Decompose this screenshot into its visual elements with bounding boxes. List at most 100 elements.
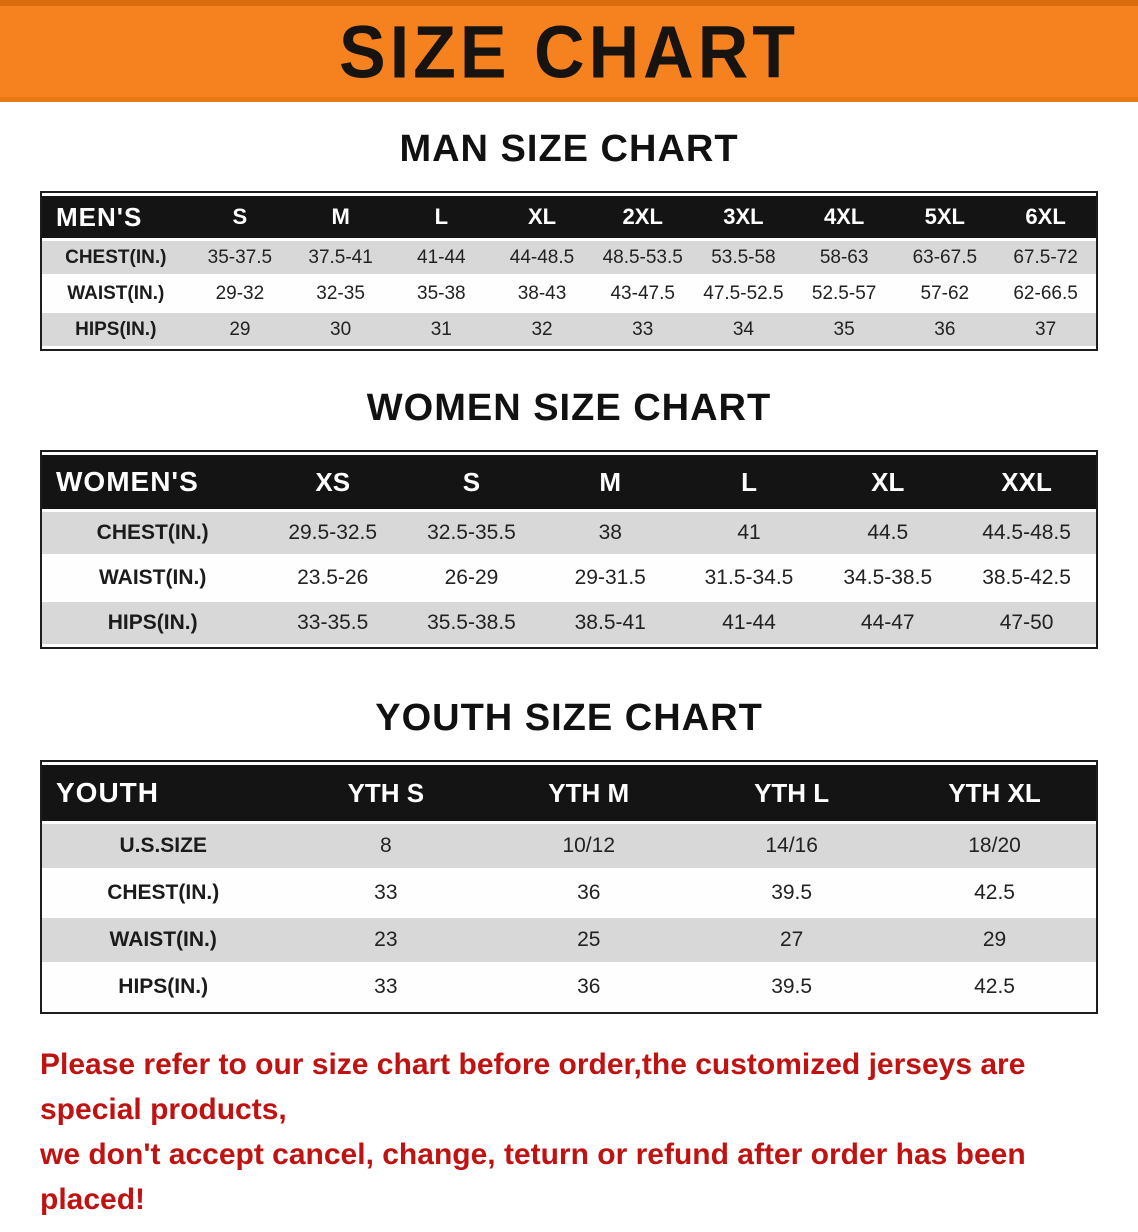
size-column-header: S [402, 455, 541, 509]
men-section-heading: MAN SIZE CHART [399, 128, 739, 170]
youth-size-table-wrapper: YOUTH YTH S YTH M YTH L YTH XL U.S.SIZE 8 10/12… [40, 760, 1098, 1014]
size-value-cell: 35 [833, 318, 855, 340]
measurement-row: CHEST(IN.) 35-37.5 37.5-41 41-44 44-48.5 48.5… [42, 241, 1096, 274]
measurement-row-label: U.S.SIZE [119, 834, 207, 857]
size-value-cell: 25 [577, 928, 601, 951]
measurement-row-label: CHEST(IN.) [65, 246, 167, 268]
youth-section-heading: YOUTH SIZE CHART [375, 697, 763, 739]
size-column-header: XXL [957, 455, 1096, 509]
size-value-cell: 29.5-32.5 [288, 521, 378, 544]
measurement-row-label: WAIST(IN.) [99, 566, 207, 589]
measurement-row: WAIST(IN.) 23 25 27 29 [42, 918, 1096, 962]
size-column-header: L [679, 455, 819, 509]
size-chart-banner: SIZE CHART [0, 0, 1138, 102]
size-value-cell: 37 [1035, 318, 1057, 340]
page-title: SIZE CHART [339, 10, 799, 93]
size-column-header: 2XL [592, 196, 694, 238]
measurement-row: CHEST(IN.) 29.5-32.5 32.5-35.5 38 41 44.5 44.5… [42, 512, 1096, 554]
measurement-row-label: CHEST(IN.) [107, 881, 220, 904]
measurement-row: WAIST(IN.) 29-32 32-35 35-38 38-43 43-47.5 47.… [42, 277, 1096, 310]
size-column-header: 6XL [995, 196, 1096, 238]
size-value-cell: 29 [229, 318, 251, 340]
size-column-header: L [390, 196, 492, 238]
size-value-cell: 53.5-58 [711, 246, 776, 268]
measurement-row-label: HIPS(IN.) [75, 318, 157, 340]
measurement-row: WAIST(IN.) 23.5-26 26-29 29-31.5 31.5-34.5 34… [42, 557, 1096, 599]
size-value-cell: 47.5-52.5 [703, 282, 784, 304]
size-value-cell: 23 [374, 928, 398, 951]
size-value-cell: 34.5-38.5 [843, 566, 933, 589]
order-policy-line-2: we don't accept cancel, change, teturn o… [40, 1138, 1026, 1216]
size-column-header: 4XL [793, 196, 895, 238]
size-value-cell: 43-47.5 [610, 282, 675, 304]
size-column-header: M [540, 455, 680, 509]
size-value-cell: 27 [779, 928, 804, 951]
size-value-cell: 32.5-35.5 [427, 521, 516, 544]
measurement-row-label: HIPS(IN.) [118, 975, 209, 998]
size-value-cell: 26-29 [444, 566, 499, 589]
size-value-cell: 30 [330, 318, 352, 340]
men-size-section: MAN SIZE CHART MEN'S S M L XL 2XL 3XL 4XL 5XL 6XL… [0, 128, 1138, 351]
women-section-heading: WOMEN SIZE CHART [366, 387, 772, 429]
size-value-cell: 38 [598, 521, 622, 544]
size-value-cell: 63-67.5 [912, 246, 978, 268]
size-value-cell: 38.5-41 [574, 611, 646, 634]
size-value-cell: 36 [577, 881, 601, 904]
size-column-header: M [290, 196, 391, 238]
size-value-cell: 48.5-53.5 [602, 246, 683, 268]
size-value-cell: 23.5-26 [297, 566, 369, 589]
size-value-cell: 44-47 [860, 611, 915, 634]
size-value-cell: 32 [531, 318, 553, 340]
size-value-cell: 31 [430, 318, 452, 340]
size-value-cell: 34 [732, 318, 754, 340]
size-value-cell: 18/20 [968, 834, 1021, 857]
size-column-header: S [189, 196, 291, 238]
size-column-header: 3XL [693, 196, 794, 238]
table-corner-label: WOMEN'S [42, 455, 264, 509]
size-value-cell: 44-48.5 [509, 246, 575, 268]
men-size-table-wrapper: MEN'S S M L XL 2XL 3XL 4XL 5XL 6XL CHEST(IN.) 35-37… [40, 191, 1098, 351]
size-value-cell: 41 [737, 521, 761, 544]
size-value-cell: 44.5-48.5 [982, 521, 1071, 544]
size-header-row: MEN'S S M L XL 2XL 3XL 4XL 5XL 6XL [42, 196, 1096, 238]
size-value-cell: 47-50 [999, 611, 1054, 634]
size-value-cell: 39.5 [771, 975, 813, 998]
size-value-cell: 62-66.5 [1013, 282, 1078, 304]
size-value-cell: 35.5-38.5 [427, 611, 516, 634]
size-header-row: YOUTH YTH S YTH M YTH L YTH XL [42, 765, 1096, 821]
size-value-cell: 67.5-72 [1013, 246, 1078, 268]
size-value-cell: 8 [380, 834, 392, 857]
men-size-table: MEN'S S M L XL 2XL 3XL 4XL 5XL 6XL CHEST(IN.) 35-37… [42, 193, 1096, 349]
measurement-row: HIPS(IN.) 33 36 39.5 42.5 [42, 965, 1096, 1009]
size-value-cell: 10/12 [562, 834, 616, 857]
size-column-header: YTH M [487, 765, 691, 821]
size-value-cell: 52.5-57 [811, 282, 877, 304]
measurement-row: U.S.SIZE 8 10/12 14/16 18/20 [42, 824, 1096, 868]
order-policy-note: Please refer to our size chart before or… [40, 1042, 1098, 1222]
measurement-row-label: WAIST(IN.) [109, 928, 217, 951]
size-value-cell: 29 [982, 928, 1007, 951]
women-size-table-wrapper: WOMEN'S XS S M L XL XXL CHEST(IN.) 29.5-32.5 32.5… [40, 450, 1098, 649]
measurement-row: CHEST(IN.) 33 36 39.5 42.5 [42, 871, 1096, 915]
size-value-cell: 35-38 [417, 282, 466, 304]
size-value-cell: 58-63 [819, 246, 869, 268]
youth-size-section: YOUTH SIZE CHART YOUTH YTH S YTH M YTH L YTH… [0, 697, 1138, 1014]
size-value-cell: 29-31.5 [574, 566, 646, 589]
measurement-row: HIPS(IN.) 29 30 31 32 33 34 35 36 37 [42, 313, 1096, 346]
measurement-row-label: WAIST(IN.) [67, 282, 165, 304]
size-value-cell: 32-35 [316, 282, 365, 304]
size-column-header: YTH L [690, 765, 894, 821]
size-value-cell: 35-37.5 [207, 246, 273, 268]
size-column-header: XS [263, 455, 403, 509]
size-value-cell: 41-44 [722, 611, 776, 634]
measurement-row-label: HIPS(IN.) [107, 611, 198, 634]
measurement-row-label: CHEST(IN.) [96, 521, 209, 544]
youth-size-table: YOUTH YTH S YTH M YTH L YTH XL U.S.SIZE 8 10/12… [42, 762, 1096, 1012]
size-header-row: WOMEN'S XS S M L XL XXL [42, 455, 1096, 509]
size-column-header: XL [491, 196, 593, 238]
size-value-cell: 33 [632, 318, 654, 340]
size-value-cell: 36 [934, 318, 956, 340]
size-column-header: XL [818, 455, 958, 509]
size-value-cell: 36 [577, 975, 601, 998]
size-value-cell: 38.5-42.5 [982, 566, 1071, 589]
